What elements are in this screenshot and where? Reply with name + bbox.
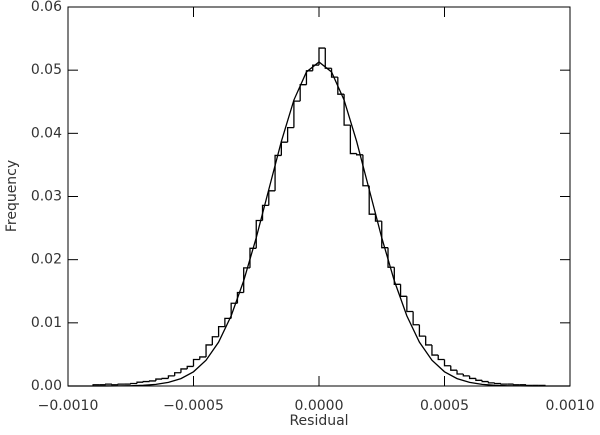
histogram-step bbox=[343, 94, 351, 126]
x-axis-title: Residual bbox=[289, 413, 348, 429]
x-tick-label: −0.0005 bbox=[163, 398, 224, 414]
histogram-step bbox=[494, 382, 501, 385]
histogram-step bbox=[186, 365, 194, 369]
histogram-step bbox=[481, 380, 489, 383]
histogram-step bbox=[443, 359, 451, 367]
x-tick-label: 0.0010 bbox=[546, 398, 595, 414]
histogram-step bbox=[286, 126, 294, 143]
histogram-step bbox=[268, 190, 276, 206]
y-tick-label: 0.05 bbox=[31, 62, 62, 78]
y-tick-label: 0.01 bbox=[31, 315, 62, 331]
histogram-step bbox=[431, 344, 439, 356]
histogram-step bbox=[324, 48, 332, 69]
histogram-step bbox=[180, 368, 188, 373]
histogram-step bbox=[205, 344, 213, 357]
histogram-step bbox=[393, 267, 401, 285]
histogram-step bbox=[387, 247, 395, 268]
histogram-step bbox=[305, 70, 313, 85]
histogram-step bbox=[418, 324, 426, 337]
histogram-step bbox=[425, 336, 432, 346]
histogram-step bbox=[293, 100, 301, 128]
histogram-step bbox=[406, 296, 414, 313]
histogram-step bbox=[368, 185, 376, 215]
histogram-step bbox=[456, 370, 464, 375]
histogram-step bbox=[224, 317, 232, 327]
histogram-step bbox=[148, 380, 156, 382]
histogram-step bbox=[155, 378, 163, 381]
histogram-step bbox=[130, 382, 138, 385]
y-tick-label: 0.04 bbox=[31, 125, 62, 141]
x-tick-label: 0.0005 bbox=[420, 398, 469, 414]
y-tick-label: 0.00 bbox=[31, 378, 62, 394]
y-tick-label: 0.03 bbox=[31, 189, 62, 205]
histogram-step bbox=[167, 375, 175, 379]
histogram-step bbox=[211, 336, 219, 345]
histogram-step bbox=[512, 384, 520, 386]
histogram-step bbox=[525, 384, 533, 387]
histogram-step bbox=[356, 153, 363, 156]
histogram-step bbox=[111, 384, 119, 386]
histogram-step bbox=[142, 380, 150, 383]
histogram-step bbox=[374, 214, 382, 222]
histogram-step bbox=[399, 284, 407, 297]
histogram-step bbox=[468, 375, 476, 380]
histogram-step bbox=[381, 221, 389, 249]
histogram-step bbox=[487, 381, 495, 384]
histogram-step bbox=[450, 365, 458, 371]
histogram-step bbox=[274, 154, 282, 191]
y-tick-label: 0.02 bbox=[31, 252, 62, 268]
histogram-step bbox=[312, 64, 319, 71]
histogram-step bbox=[161, 377, 169, 380]
histogram-step bbox=[437, 355, 445, 361]
histogram-step bbox=[349, 125, 357, 155]
histogram-step bbox=[117, 383, 125, 385]
histogram-step bbox=[136, 381, 144, 384]
x-tick-label: −0.0010 bbox=[38, 398, 99, 414]
y-tick-label: 0.06 bbox=[31, 0, 62, 15]
histogram-step bbox=[192, 358, 200, 367]
histogram-step bbox=[318, 47, 326, 66]
histogram-step bbox=[105, 383, 112, 385]
histogram-step bbox=[500, 383, 508, 385]
x-tick-label: 0.0000 bbox=[295, 398, 344, 414]
fit-curve bbox=[67, 61, 571, 387]
histogram-step bbox=[280, 141, 288, 156]
histogram-step bbox=[462, 373, 470, 377]
y-axis-title: Frequency bbox=[4, 160, 20, 232]
histogram-step bbox=[174, 372, 181, 376]
histogram-step bbox=[475, 378, 483, 381]
histogram-step bbox=[199, 356, 207, 360]
histogram-step bbox=[217, 325, 225, 337]
histogram-step bbox=[299, 84, 307, 102]
histogram-step bbox=[412, 311, 420, 326]
